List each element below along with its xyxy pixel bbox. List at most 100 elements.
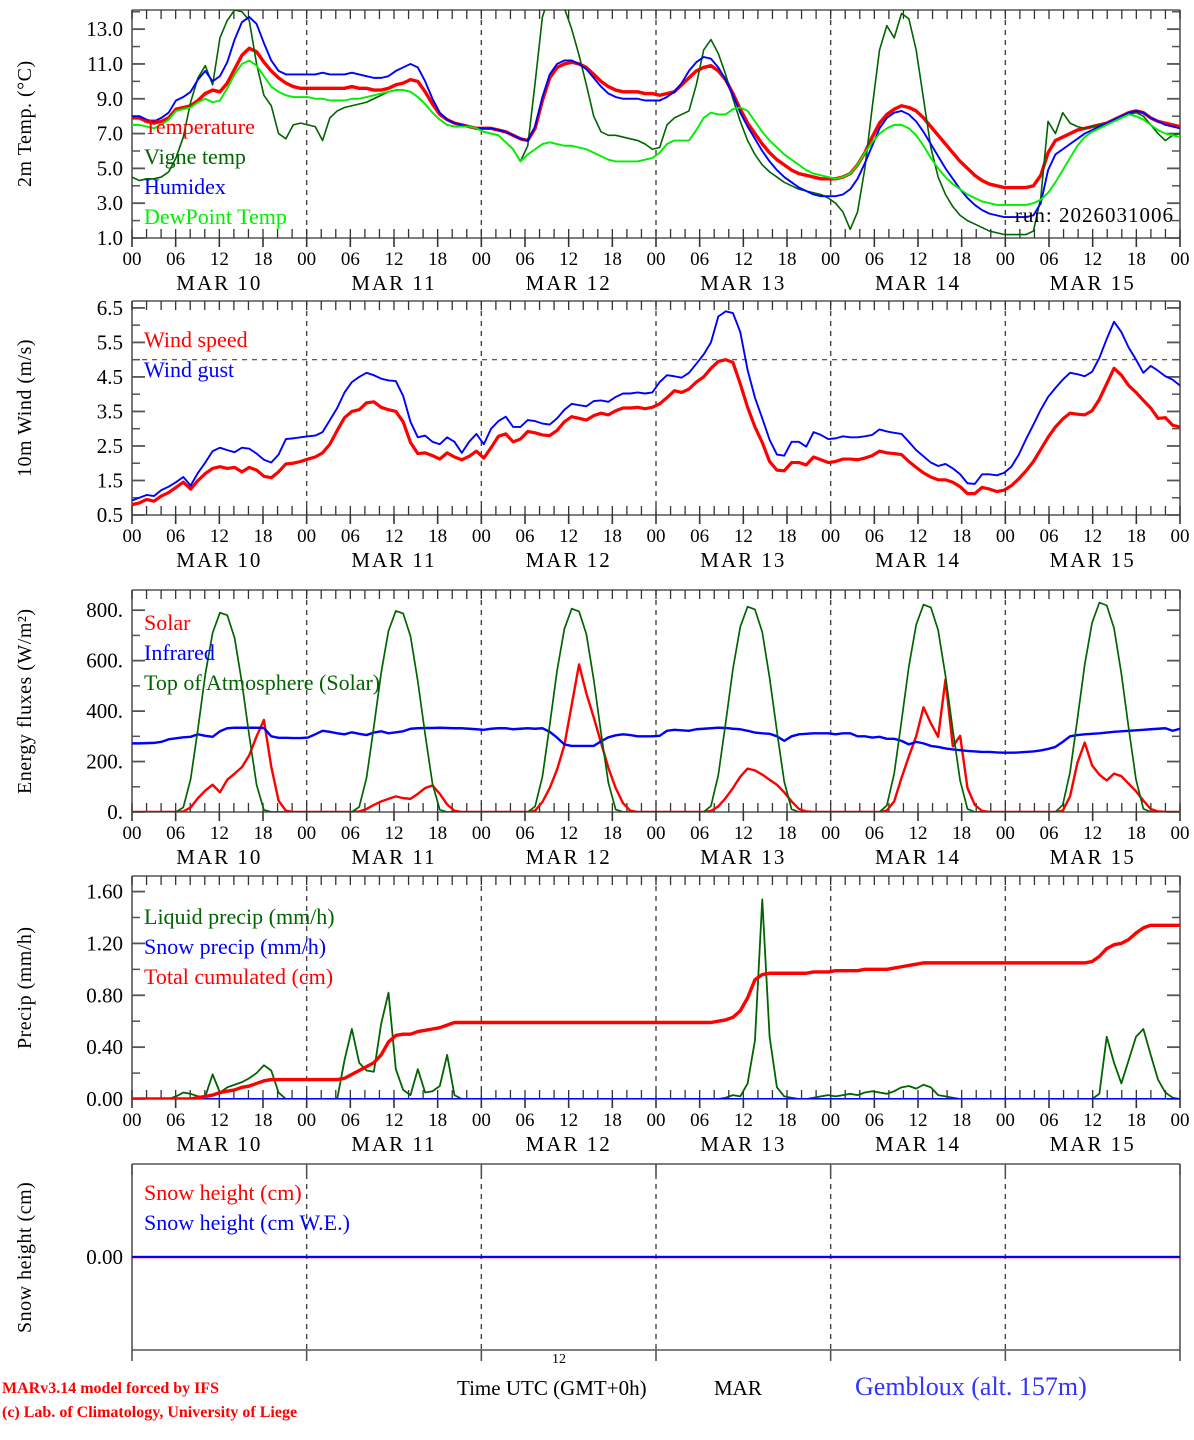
x-tick-label: 12 [210, 249, 229, 270]
y-tick-label: 5.0 [97, 156, 123, 180]
legend-label-2: Humidex [144, 174, 226, 199]
x-tick-label: 00 [821, 526, 840, 547]
x-day-label: MAR 13 [700, 548, 786, 572]
legend-label-0: Wind speed [144, 327, 248, 352]
y-tick-label: 1.5 [97, 468, 123, 492]
x-tick-label: 18 [603, 1110, 622, 1131]
x-tick-label: 06 [865, 526, 884, 547]
x-tick-label: 06 [516, 249, 535, 270]
x-tick-label: 18 [1127, 1110, 1146, 1131]
y-tick-label: 13.0 [86, 17, 123, 41]
legend-label-2: Top of Atmosphere (Solar) [144, 670, 380, 695]
station-label: Gembloux (alt. 157m) [855, 1372, 1087, 1401]
x-tick-label: 06 [341, 823, 360, 844]
x-day-label: MAR 12 [526, 1132, 612, 1156]
y-tick-label: 2.5 [97, 434, 123, 458]
x-tick-label: 00 [821, 1110, 840, 1131]
series-line-total-cumulated-cm [132, 923, 1180, 1099]
x-tick-label: 00 [647, 249, 666, 270]
x-tick-label: 18 [952, 823, 971, 844]
x-tick-label: 12 [559, 526, 578, 547]
time-axis-month: MAR [714, 1376, 762, 1400]
x-tick-label: 18 [428, 823, 447, 844]
x-tick-label: 12 [909, 249, 928, 270]
x-tick-label: 12 [385, 823, 404, 844]
series-line-infrared [132, 726, 1180, 754]
x-day-label: MAR 15 [1050, 845, 1136, 869]
x-day-label: MAR 14 [875, 1132, 961, 1156]
footer-model-line-1: MARv3.14 model forced by IFS [2, 1380, 220, 1397]
x-day-label: MAR 10 [176, 1132, 262, 1156]
y-tick-label: 0.00 [86, 1245, 123, 1269]
x-tick-label: 12 [210, 526, 229, 547]
x-tick-label: 06 [690, 249, 709, 270]
series-line-wind-gust [132, 310, 1180, 502]
legend-label-1: Snow precip (mm/h) [144, 934, 326, 959]
x-tick-label: 06 [166, 249, 185, 270]
y-tick-label: 1.60 [86, 880, 123, 904]
y-tick-label: 800. [86, 598, 123, 622]
x-tick-label: 00 [123, 823, 142, 844]
x-tick-label: 18 [778, 526, 797, 547]
x-tick-label: 18 [254, 1110, 273, 1131]
x-tick-label: 18 [778, 249, 797, 270]
legend-label-0: Solar [144, 610, 191, 635]
x-tick-label: 12 [559, 823, 578, 844]
x-tick-label: 00 [297, 526, 316, 547]
y-tick-label: 0.00 [86, 1087, 123, 1111]
x-tick-label: 12 [1083, 249, 1102, 270]
x-day-label: MAR 12 [526, 271, 612, 295]
x-tick-label: 12 [385, 249, 404, 270]
x-tick-label: 12 [559, 249, 578, 270]
y-tick-label: 0.80 [86, 983, 123, 1007]
y-tick-label: 200. [86, 750, 123, 774]
legend-label-1: Vigne temp [144, 144, 246, 169]
x-tick-label: 00 [1171, 249, 1190, 270]
x-tick-label: 00 [996, 823, 1015, 844]
x-tick-label: 12 [1083, 1110, 1102, 1131]
x-day-label: MAR 15 [1050, 1132, 1136, 1156]
x-tick-label: 06 [341, 249, 360, 270]
x-day-label: MAR 13 [700, 1132, 786, 1156]
x-tick-label: 12 [1083, 823, 1102, 844]
x-tick-label: 00 [1171, 1110, 1190, 1131]
legend-label-0: Snow height (cm) [144, 1180, 302, 1205]
x-tick-label: 00 [472, 526, 491, 547]
x-tick-label: 12 [385, 526, 404, 547]
series-line-dewpoint-temp [132, 59, 1180, 206]
x-tick-label: 12 [734, 249, 753, 270]
x-tick-label: 18 [778, 823, 797, 844]
x-tick-label: 06 [865, 249, 884, 270]
x-tick-label: 12 [210, 1110, 229, 1131]
y-tick-label: 5.5 [97, 330, 123, 354]
y-tick-label: 1.20 [86, 931, 123, 955]
series-line-wind-speed [132, 358, 1180, 507]
x-tick-label: 00 [123, 526, 142, 547]
x-day-label: MAR 10 [176, 845, 262, 869]
x-tick-label: 12 [1083, 526, 1102, 547]
legend-label-1: Infrared [144, 640, 215, 665]
series-line-humidex [132, 16, 1180, 219]
x-day-label: MAR 11 [351, 1132, 436, 1156]
y-tick-label: 3.0 [97, 191, 123, 215]
x-tick-label: 06 [865, 823, 884, 844]
run-label: run: 2026031006 [1015, 203, 1174, 227]
x-tick-label: 00 [996, 526, 1015, 547]
x-day-label: MAR 14 [875, 271, 961, 295]
x-tick-label: 18 [603, 526, 622, 547]
x-tick-label: 00 [472, 823, 491, 844]
x-tick-label: 06 [166, 526, 185, 547]
x-day-label: MAR 13 [700, 271, 786, 295]
x-tick-label: 18 [952, 249, 971, 270]
y-tick-label: 0.5 [97, 503, 123, 527]
x-day-label: MAR 14 [875, 548, 961, 572]
y-tick-label: 400. [86, 699, 123, 723]
footer-model-line-2: (c) Lab. of Climatology, University of L… [2, 1404, 298, 1421]
x-tick-label: 18 [603, 249, 622, 270]
legend-label-1: Snow height (cm W.E.) [144, 1210, 350, 1235]
x-tick-label: 18 [428, 526, 447, 547]
x-tick-label: 00 [297, 1110, 316, 1131]
x-day-label: MAR 10 [176, 271, 262, 295]
time-axis-superscript: 12 [552, 1352, 566, 1367]
